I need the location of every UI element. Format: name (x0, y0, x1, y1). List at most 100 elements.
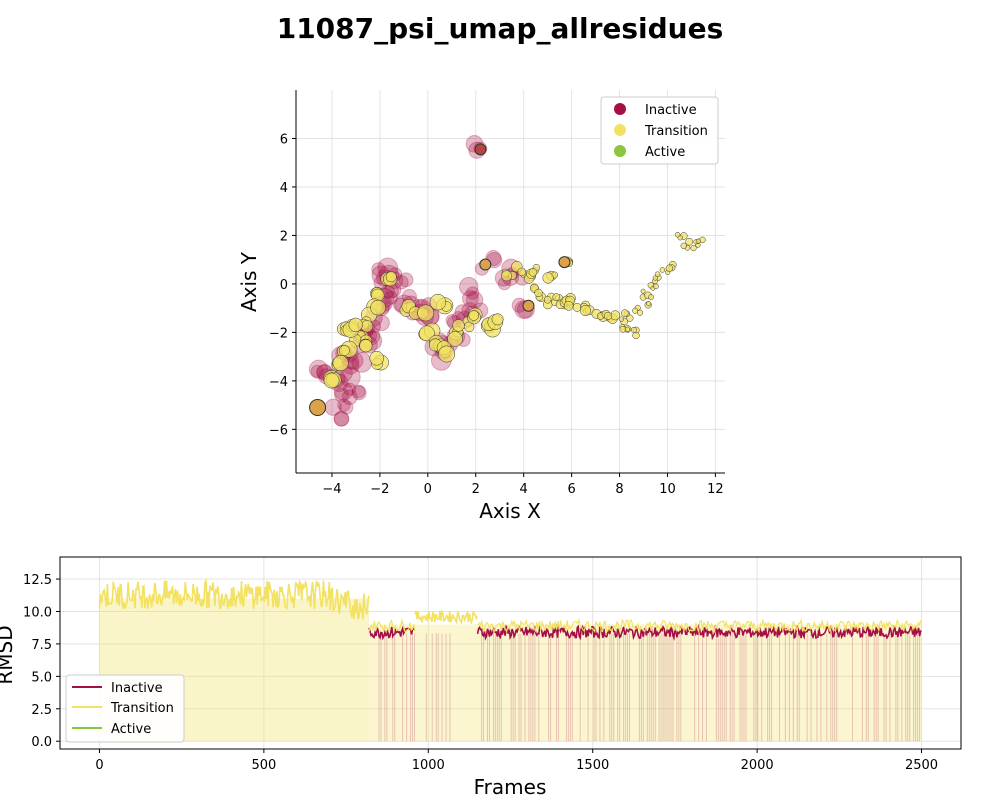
scatter-point-transition (417, 304, 435, 322)
rmsd-xtick-label: 2500 (905, 758, 938, 773)
rmsd-legend-label-inactive: Inactive (111, 681, 163, 696)
rmsd-ytick-label: 2.5 (31, 703, 52, 718)
scatter-point-inactive (333, 381, 354, 401)
scatter-point-transition (680, 242, 687, 250)
scatter-point-transition (385, 271, 397, 283)
scatter-plot: −4 −2 0 2 4 6 8 10 12 −6 −4 −2 0 2 4 6 Axis X Axis Y In… (237, 90, 725, 523)
scatter-ytick-label: 0 (280, 278, 288, 293)
scatter-point-transition (604, 311, 613, 320)
scatter-point-transition (359, 339, 373, 353)
scatter-point-transition (501, 270, 513, 282)
scatter-point-transition (348, 317, 363, 332)
rmsd-ytick-label: 5.0 (31, 670, 52, 685)
rmsd-line-transition (98, 577, 370, 620)
scatter-point-transition (370, 299, 386, 316)
scatter-point-highlight (522, 299, 535, 312)
scatter-xtick-label: 6 (567, 482, 575, 497)
rmsd-line-transition (414, 609, 479, 625)
rmsd-xtick-label: 1500 (576, 758, 609, 773)
scatter-xtick-label: 2 (472, 482, 480, 497)
scatter-point-transition (653, 283, 659, 290)
rmsd-line-transition-overlay (477, 617, 922, 634)
scatter-point-transition (674, 232, 681, 238)
rmsd-lines (98, 577, 922, 641)
legend-marker-inactive (614, 103, 626, 115)
scatter-point-transition (631, 326, 637, 333)
scatter-point-inactive (371, 262, 386, 277)
rmsd-ylabel: RMSD (0, 625, 17, 684)
scatter-point-transition (491, 313, 504, 326)
scatter-point-inactive (333, 410, 350, 427)
scatter-point-transition (438, 345, 456, 363)
scatter-point-inactive (339, 400, 354, 415)
scatter-point-inactive (343, 382, 357, 396)
scatter-point-transition (563, 301, 574, 311)
scatter-point-inactive (465, 286, 480, 300)
scatter-ytick-label: −2 (269, 326, 288, 341)
scatter-point-transition (654, 271, 661, 278)
scatter-point-transition (517, 267, 526, 277)
scatter-ylabel: Axis Y (237, 251, 261, 312)
rmsd-xtick-label: 2000 (741, 758, 774, 773)
scatter-xlabel: Axis X (479, 499, 541, 523)
scatter-point-transition (632, 331, 640, 340)
scatter-point-transition (418, 325, 435, 342)
scatter-ytick-label: 4 (280, 181, 288, 196)
scatter-point-transition (323, 372, 340, 389)
scatter-point-transition (542, 272, 554, 284)
rmsd-ytick-label: 12.5 (23, 573, 52, 588)
rmsd-line-transition-overlay (368, 618, 416, 634)
scatter-point-transition (685, 237, 693, 246)
rmsd-ytick-label: 7.5 (31, 638, 52, 653)
rmsd-fill (99, 598, 922, 742)
scatter-point-highlight (558, 256, 571, 269)
scatter-point-inactive (337, 398, 351, 412)
scatter-point-transition (360, 320, 374, 333)
scatter-point-transition (369, 350, 384, 366)
rmsd-ticks: 0 500 1000 1500 2000 2500 0.0 2.5 5.0 7.5 10.0 12.5 (23, 573, 938, 773)
scatter-point-inactive (458, 276, 479, 297)
scatter-point-transition (659, 267, 666, 273)
scatter-point-inactive (461, 290, 479, 308)
scatter-point-inactive (351, 384, 366, 399)
scatter-ytick-label: −4 (269, 375, 288, 390)
scatter-point-transition (468, 310, 480, 321)
rmsd-grid (60, 557, 961, 749)
scatter-point-transition (338, 345, 350, 357)
legend-marker-transition (614, 124, 626, 136)
scatter-point-inactive (310, 364, 324, 378)
scatter-xtick-label: −4 (322, 482, 341, 497)
scatter-point-transition (618, 316, 625, 322)
scatter-xtick-label: 4 (520, 482, 528, 497)
scatter-ytick-label: 2 (280, 229, 288, 244)
scatter-point-transition (632, 307, 639, 314)
scatter-xtick-label: 8 (615, 482, 623, 497)
rmsd-line-inactive (476, 623, 922, 641)
scatter-point-inactive (308, 359, 329, 379)
scatter-point-transition (579, 304, 591, 317)
rmsd-xtick-label: 0 (95, 758, 103, 773)
scatter-point-transition (646, 301, 652, 307)
rmsd-plot: 0 500 1000 1500 2000 2500 0.0 2.5 5.0 7.5 10.0 12.5… (0, 556, 962, 799)
scatter-point-transition (429, 293, 447, 311)
rmsd-legend-box (65, 674, 185, 743)
scatter-ticks: −4 −2 0 2 4 6 8 10 12 −6 −4 −2 0 2 4 6 (269, 132, 724, 497)
rmsd-ytick-label: 10.0 (23, 605, 52, 620)
scatter-point-highlight (479, 258, 492, 271)
scatter-point-transition (640, 288, 646, 294)
scatter-point-transition (552, 293, 561, 301)
scatter-ytick-label: −6 (269, 423, 288, 438)
scatter-point-transition (543, 296, 552, 304)
scatter-point-inactive (334, 387, 349, 403)
rmsd-frame (59, 556, 962, 750)
legend-label-active: Active (645, 145, 685, 160)
rmsd-fill-transition (369, 624, 922, 742)
legend-label-inactive: Inactive (645, 103, 697, 118)
scatter-legend-box (600, 96, 719, 165)
rmsd-legend-label-transition: Transition (110, 701, 174, 716)
scatter-point-transition (690, 245, 697, 252)
scatter-point-transition (452, 319, 465, 332)
scatter-point-transition (332, 355, 349, 372)
legend-marker-active (614, 145, 626, 157)
figure-title: 11087_psi_umap_allresidues (277, 12, 724, 45)
